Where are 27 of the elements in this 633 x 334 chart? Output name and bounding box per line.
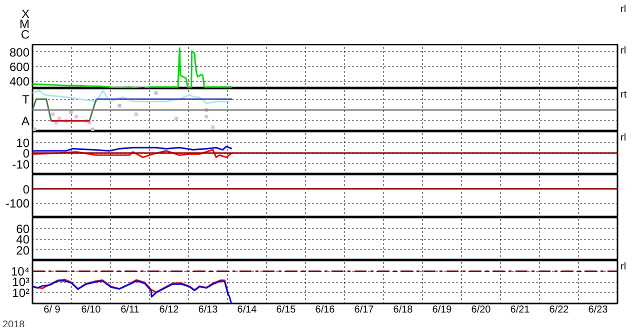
text: rt bbox=[620, 89, 627, 100]
x-tick-label: 6/16 bbox=[315, 304, 336, 316]
x-tick-label: 6/23 bbox=[588, 304, 608, 316]
x-tick-label: 6/18 bbox=[393, 304, 414, 316]
x-tick-label: 6/17 bbox=[354, 304, 374, 316]
x-tick-label: 6/ 9 bbox=[44, 304, 61, 316]
x-tick-label: 6/15 bbox=[276, 304, 296, 316]
category-label: T bbox=[22, 92, 30, 106]
x-tick-label: 6/10 bbox=[81, 304, 102, 316]
x-tick-label: 6/22 bbox=[549, 304, 570, 316]
x-tick-label: 6/19 bbox=[432, 304, 452, 316]
y-tick-label: 800 bbox=[9, 45, 30, 60]
x-tick-label: 6/20 bbox=[471, 304, 492, 316]
x-tick-label: 6/21 bbox=[510, 304, 530, 316]
x-tick-label: 6/11 bbox=[120, 304, 140, 316]
y-tick-label: 0 bbox=[22, 182, 30, 196]
y-tick-label: -100 bbox=[5, 196, 30, 211]
text: rl bbox=[620, 261, 626, 272]
category-label: A bbox=[21, 114, 30, 128]
y-tick-label: 400 bbox=[9, 74, 30, 89]
x-tick-label: 6/12 bbox=[159, 304, 180, 316]
text: rl bbox=[620, 132, 626, 144]
text: rl bbox=[620, 4, 626, 16]
text: rl bbox=[620, 46, 626, 57]
y-tick-label: 600 bbox=[9, 60, 30, 74]
x-tick-label: 6/13 bbox=[198, 304, 218, 316]
x-tick-label: 6/14 bbox=[237, 304, 258, 316]
